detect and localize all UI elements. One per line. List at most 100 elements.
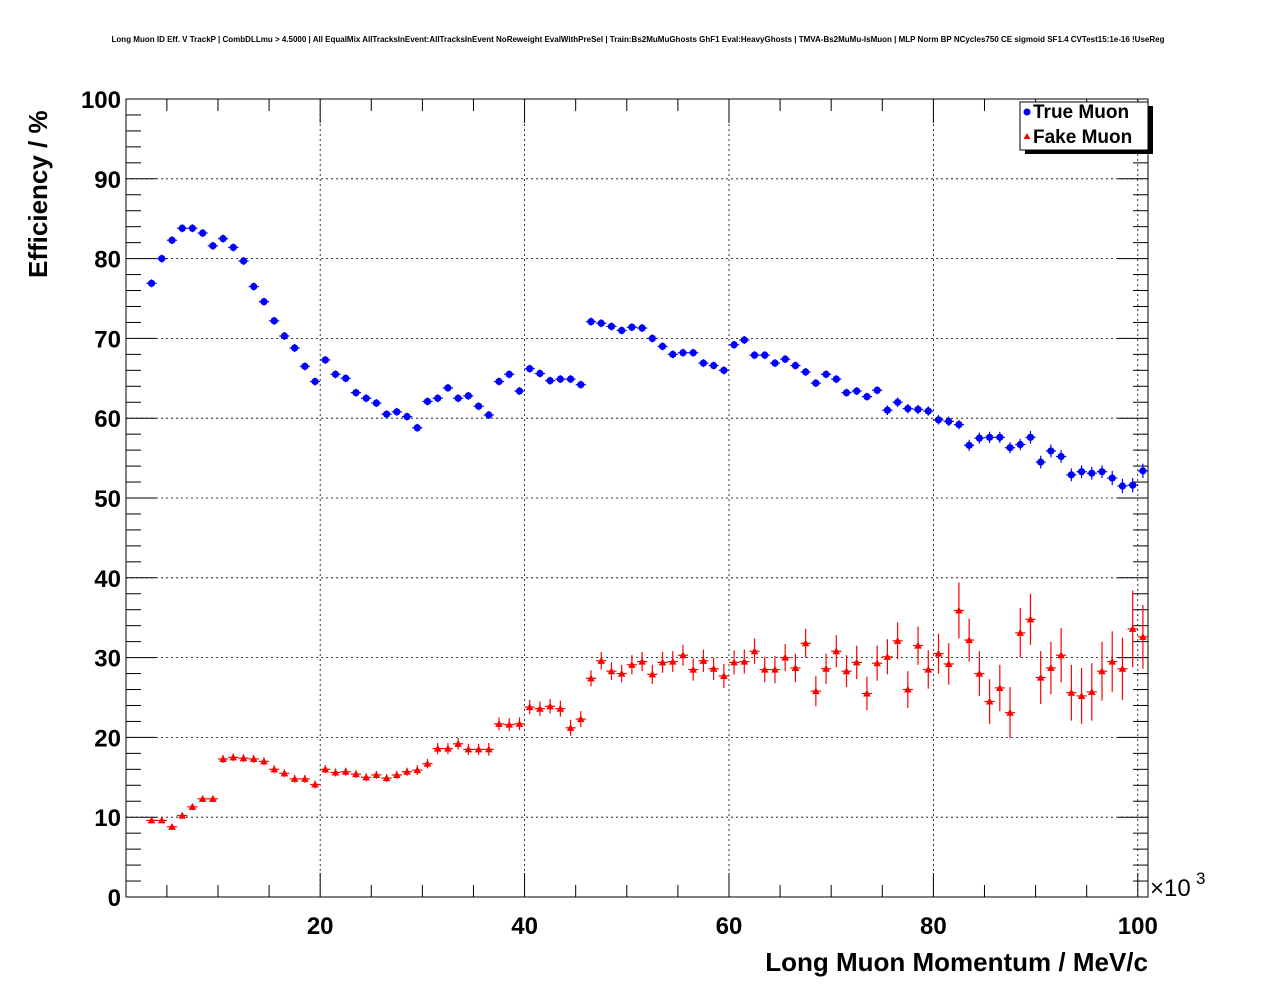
data-point [525,703,534,711]
data-point [1067,688,1076,696]
data-point [658,658,667,666]
data-point [341,767,350,775]
data-point [781,355,789,363]
data-point [280,769,289,777]
data-point [352,770,360,778]
x-scale-exponent: 3 [1196,869,1205,888]
data-point [229,243,237,252]
y-tick-label: 10 [94,805,121,832]
data-point [250,282,258,291]
data-point [648,670,657,678]
data-point [382,774,391,782]
data-point [934,416,943,424]
data-point [168,822,176,830]
legend: True Muon Fake Muon [1019,101,1153,154]
data-point [526,365,534,373]
data-point [413,424,421,432]
data-point [812,687,820,695]
data-point [904,405,912,413]
legend-label-fake-muon: Fake Muon [1033,127,1132,148]
data-point [914,405,922,414]
legend-box [1019,101,1149,151]
data-point [454,394,462,402]
data-point [147,816,156,824]
data-point [853,387,861,395]
data-point [566,724,575,731]
data-point [822,664,830,672]
data-point [1108,474,1116,482]
data-point [1026,433,1035,441]
data-point [1037,458,1045,466]
y-tick-label: 60 [94,406,121,433]
data-point [1098,468,1106,476]
data-point [331,768,340,776]
data-point [863,689,871,697]
data-point [709,664,718,672]
data-point [239,257,248,265]
data-point [239,754,248,762]
x-tick-label: 80 [920,913,947,940]
data-point [403,767,411,775]
chart-title: Long Muon ID Eff. V TrackP | CombDLLmu >… [112,35,1165,44]
data-point [618,326,626,335]
data-point [658,342,667,350]
data-point [894,398,902,406]
data-point [331,370,340,378]
y-tick-label: 30 [94,646,121,673]
data-point [822,370,830,378]
data-point [423,397,432,406]
data-point [699,656,708,664]
data-point [607,667,616,675]
data-point [924,665,933,673]
data-point [873,659,881,667]
data-point [464,392,472,400]
data-point [628,660,636,668]
data-point [985,697,994,705]
data-point [270,317,278,325]
data-point [1077,692,1086,699]
data-point [536,704,544,712]
data-point [423,759,432,767]
data-point [311,377,319,386]
data-point [699,359,708,367]
data-point [883,406,891,414]
data-point [577,381,585,389]
y-tick-label: 50 [94,486,121,513]
data-point [710,361,718,370]
data-point [301,775,309,782]
data-point [1067,471,1075,479]
data-point [975,434,983,442]
data-point [209,242,217,250]
data-point [290,775,299,782]
data-point [873,386,881,394]
legend-marker-true-muon [1023,108,1031,116]
data-point [761,351,769,359]
data-point [178,224,186,232]
data-point [444,744,452,752]
data-point [668,657,677,665]
y-tick-label: 20 [94,725,121,752]
data-point [505,370,513,378]
data-point [393,771,401,778]
data-point [1129,481,1137,489]
data-point [638,657,646,665]
data-point [832,375,840,383]
data-point [362,394,370,402]
data-point [597,319,605,327]
x-tick-label: 60 [716,913,743,940]
data-point [771,665,779,673]
data-point [730,658,738,666]
data-point [260,298,268,306]
data-point [985,433,994,441]
data-point [1006,708,1014,716]
data-point [280,332,289,340]
data-point [812,379,820,387]
data-point [597,656,606,664]
data-point [536,369,544,378]
data-point [188,803,197,810]
data-point [587,674,595,682]
data-point [750,647,759,655]
data-point [648,334,656,342]
data-point [1016,440,1024,449]
